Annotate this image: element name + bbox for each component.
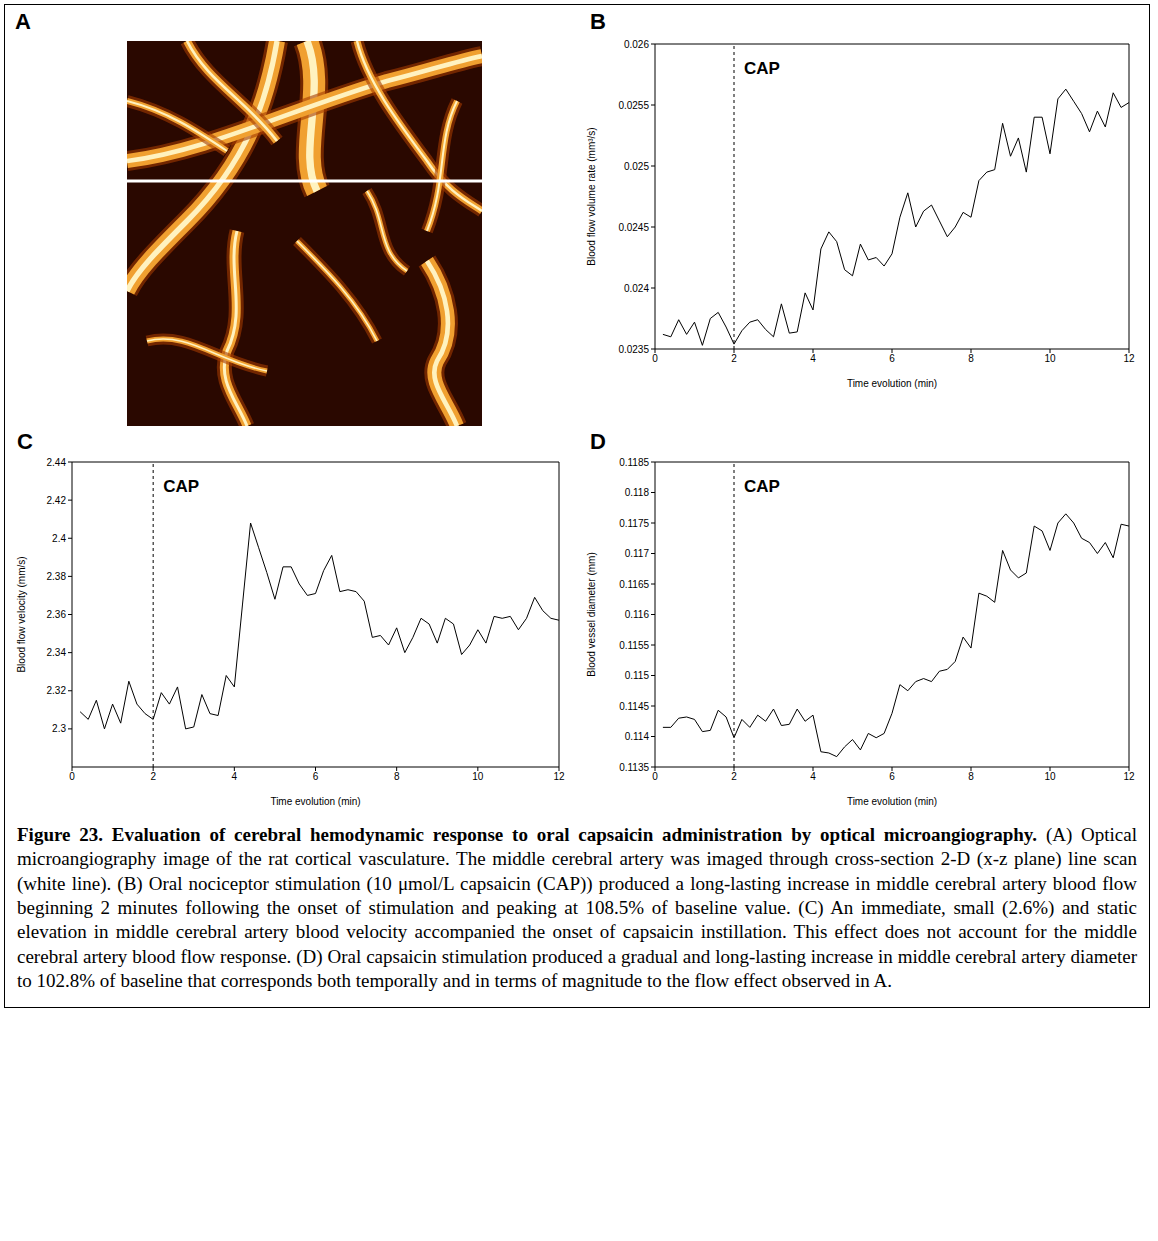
svg-text:4: 4: [232, 771, 238, 782]
svg-text:4: 4: [810, 771, 816, 782]
svg-text:0.1155: 0.1155: [619, 640, 649, 651]
svg-text:2.36: 2.36: [47, 609, 67, 620]
svg-text:2.42: 2.42: [47, 495, 67, 506]
svg-text:0.0245: 0.0245: [618, 222, 649, 233]
svg-text:2.32: 2.32: [47, 685, 67, 696]
svg-text:0.114: 0.114: [625, 731, 650, 742]
svg-text:0.1165: 0.1165: [619, 579, 649, 590]
svg-text:0.1185: 0.1185: [619, 457, 649, 468]
svg-text:CAP: CAP: [744, 59, 780, 78]
svg-text:2.3: 2.3: [52, 723, 66, 734]
html-text:B: B: [590, 9, 606, 34]
svg-text:0.118: 0.118: [625, 487, 650, 498]
svg-text:12: 12: [1123, 771, 1135, 782]
svg-text:10: 10: [1044, 353, 1056, 364]
html-text:Figure 23. Evaluation of cereb: Figure 23. Evaluation of cerebral hemody…: [17, 824, 1037, 845]
svg-text:2.4: 2.4: [52, 533, 66, 544]
html-text:(A) Optical microangiography i: (A) Optical microangiography image of th…: [17, 824, 1137, 991]
svg-text:0.025: 0.025: [624, 161, 649, 172]
html-text:A: A: [15, 9, 31, 34]
svg-text:2.38: 2.38: [47, 571, 67, 582]
svg-text:0.024: 0.024: [624, 283, 649, 294]
svg-text:6: 6: [889, 353, 895, 364]
svg-text:Blood flow velocity (mm/s): Blood flow velocity (mm/s): [16, 556, 27, 672]
svg-text:0.1175: 0.1175: [619, 518, 649, 529]
svg-text:0.1135: 0.1135: [619, 762, 649, 773]
html-text:D: D: [590, 429, 606, 454]
svg-text:CAP: CAP: [163, 477, 199, 496]
svg-text:2: 2: [731, 353, 737, 364]
svg-text:Blood flow volume rate (mm³/s): Blood flow volume rate (mm³/s): [586, 127, 597, 265]
svg-text:2: 2: [731, 771, 737, 782]
svg-text:Time evolution (min): Time evolution (min): [847, 378, 937, 389]
svg-text:0.116: 0.116: [625, 609, 650, 620]
svg-text:10: 10: [1044, 771, 1056, 782]
svg-text:0.026: 0.026: [624, 39, 649, 50]
svg-text:2: 2: [150, 771, 156, 782]
svg-text:Time evolution (min): Time evolution (min): [847, 796, 937, 807]
svg-text:8: 8: [394, 771, 400, 782]
svg-text:8: 8: [968, 771, 974, 782]
svg-text:8: 8: [968, 353, 974, 364]
svg-text:2.34: 2.34: [47, 647, 67, 658]
svg-text:0.0255: 0.0255: [618, 100, 649, 111]
svg-text:Time evolution (min): Time evolution (min): [270, 796, 360, 807]
svg-text:10: 10: [472, 771, 484, 782]
svg-text:0.115: 0.115: [625, 670, 650, 681]
svg-text:CAP: CAP: [744, 477, 780, 496]
svg-text:Blood vessel diameter (mm): Blood vessel diameter (mm): [586, 552, 597, 676]
svg-text:12: 12: [553, 771, 565, 782]
svg-text:6: 6: [313, 771, 319, 782]
svg-text:2.44: 2.44: [47, 457, 67, 468]
svg-text:0: 0: [652, 771, 658, 782]
svg-text:4: 4: [810, 353, 816, 364]
svg-text:0.117: 0.117: [625, 548, 650, 559]
svg-text:0: 0: [652, 353, 658, 364]
svg-text:6: 6: [889, 771, 895, 782]
svg-text:0: 0: [69, 771, 75, 782]
svg-text:12: 12: [1123, 353, 1135, 364]
svg-text:0.1145: 0.1145: [619, 701, 649, 712]
html-text:C: C: [17, 429, 33, 454]
svg-text:0.0235: 0.0235: [618, 344, 649, 355]
